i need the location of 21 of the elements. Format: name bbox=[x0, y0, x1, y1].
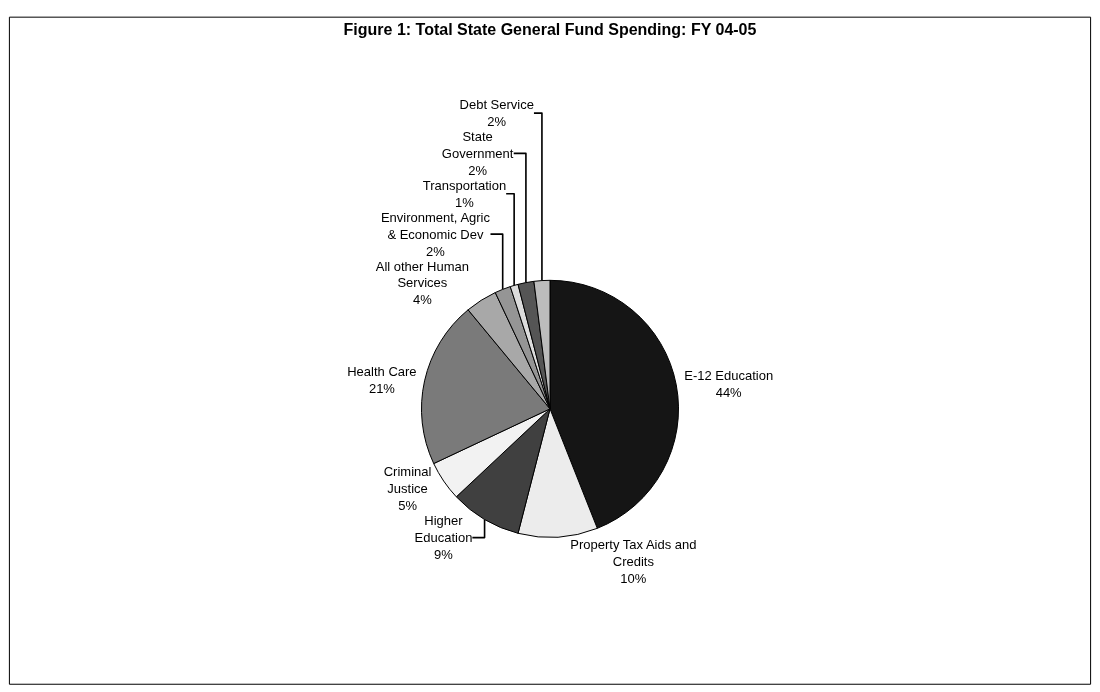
data-label: 5% bbox=[398, 498, 418, 514]
chart-title: Figure 1: Total State General Fund Spending: FY 04-05 bbox=[343, 21, 757, 39]
data-label: 4% bbox=[412, 292, 433, 308]
data-label: 10% bbox=[620, 570, 647, 586]
slice-label: All other Human Services bbox=[375, 258, 469, 291]
data-label: 1% bbox=[455, 194, 475, 210]
data-label: 2% bbox=[487, 114, 507, 130]
data-label: 9% bbox=[434, 546, 454, 562]
slice-label: E-12 Education bbox=[684, 368, 774, 384]
data-label: 2% bbox=[468, 162, 488, 178]
slice-label: Health Care bbox=[347, 364, 417, 380]
slice-label: Property Tax Aids and Credits bbox=[570, 537, 697, 569]
slice-label: Environment, Agric & Economic Dev bbox=[380, 209, 491, 242]
data-label: 21% bbox=[368, 381, 396, 396]
slice-label: Debt Service bbox=[459, 97, 534, 113]
data-label: 2% bbox=[426, 243, 446, 259]
data-label: 44% bbox=[715, 385, 743, 401]
slice-label: Criminal Justice bbox=[383, 464, 432, 497]
slice-label: Transportation bbox=[422, 177, 507, 193]
slice-label: Higher Education bbox=[414, 513, 473, 546]
slice-label: State Government bbox=[441, 129, 514, 161]
